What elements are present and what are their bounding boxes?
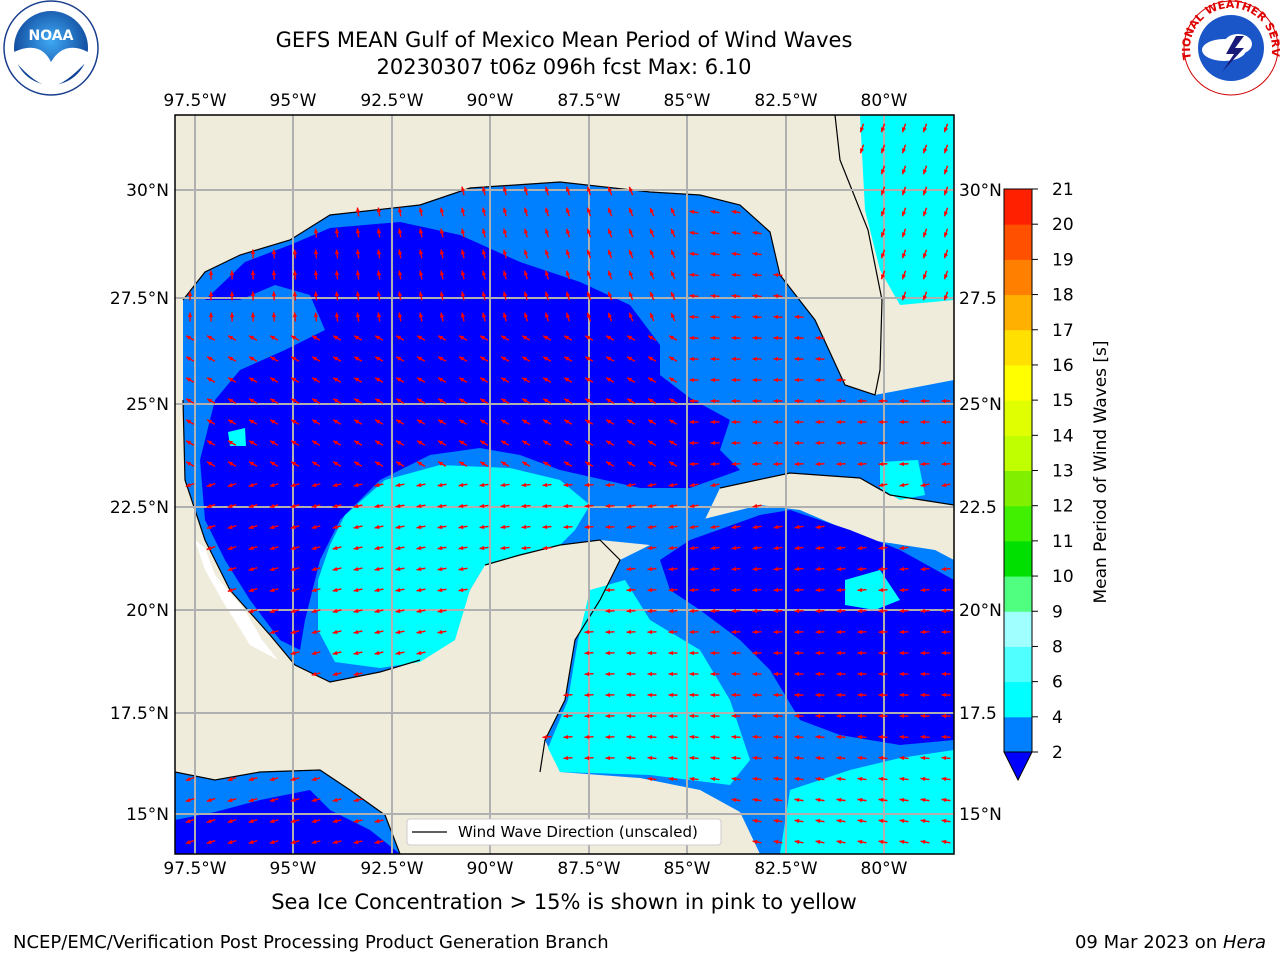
lat-tick-right: 22.5: [959, 498, 997, 518]
nws-logo-icon: NATIONAL WEATHER SERVICE: [0, 0, 1280, 96]
svg-text:NATIONAL WEATHER SERVICE: NATIONAL WEATHER SERVICE: [0, 0, 1280, 61]
colorbar-tick-label: 2: [1052, 743, 1063, 763]
colorbar-segment: [1004, 646, 1032, 683]
lat-tick-left: 17.5°N: [110, 704, 169, 724]
arrow-legend: Wind Wave Direction (unscaled): [406, 818, 722, 846]
lon-tick-bottom: 95°W: [270, 859, 317, 879]
colorbar-tick-label: 13: [1052, 462, 1074, 482]
gulf-water-deep: [200, 222, 740, 650]
coastline-yucatan: [484, 539, 621, 773]
colorbar-segment: [1004, 294, 1032, 331]
lon-tick-bottom: 85°W: [664, 859, 711, 879]
colorbar-title: Mean Period of Wind Waves [s]: [1091, 340, 1111, 603]
nws-logo-text: NATIONAL WEATHER SERVICE: [0, 0, 1280, 61]
colorbar-under-triangle: [1003, 751, 1033, 782]
colorbar-tick-label: 21: [1052, 180, 1074, 200]
footer-credit: NCEP/EMC/Verification Post Processing Pr…: [13, 932, 609, 953]
lat-tick-left: 25°N: [126, 395, 169, 415]
lat-tick-left: 22.5°N: [110, 498, 169, 518]
footer-date: 09 Mar 2023 on Hera: [1075, 932, 1266, 953]
lon-tick-bottom: 97.5°W: [163, 859, 226, 879]
noaa-logo-icon: NOAA: [3, 0, 99, 96]
colorbar-segment: [1004, 611, 1032, 647]
colorbar-segment: [1004, 470, 1032, 507]
coastline-mexico: [182, 399, 421, 683]
caribbean-cyan-west: [548, 580, 750, 785]
chart-title: GEFS MEAN Gulf of Mexico Mean Period of …: [275, 28, 853, 52]
lat-tick-right: 20°N: [959, 601, 1002, 621]
colorbar-segment: [1004, 189, 1032, 225]
lon-tick-bottom: 87.5°W: [557, 859, 620, 879]
lon-tick-top: 82.5°W: [754, 91, 817, 111]
colorbar-segment: [1004, 505, 1032, 542]
colorbar-tick-label: 18: [1052, 286, 1074, 306]
map-area: Wind Wave Direction (unscaled): [175, 115, 954, 854]
lat-tick-right: 30°N: [959, 181, 1002, 201]
lat-tick-left: 30°N: [126, 181, 169, 201]
colorbar-tick-label: 11: [1052, 532, 1074, 552]
colorbar-tick-label: 9: [1052, 602, 1063, 622]
colorbar-tick-label: 4: [1052, 708, 1063, 728]
lon-tick-top: 85°W: [664, 91, 711, 111]
chart-subtitle: 20230307 t06z 096h fcst Max: 6.10: [376, 55, 752, 79]
colorbar-tick-label: 17: [1052, 321, 1074, 341]
colorbar-segment: [1004, 329, 1032, 366]
map-frame: [174, 114, 955, 855]
colorbar-segment: [1004, 435, 1032, 471]
lon-tick-bottom: 92.5°W: [360, 859, 423, 879]
straits-cyan: [880, 460, 925, 500]
footer-host: Hera: [1222, 932, 1266, 953]
colorbar-tick-label: 19: [1052, 250, 1074, 270]
coastline-cuba: [719, 472, 954, 506]
colorbar-tick-label: 16: [1052, 356, 1074, 376]
colorbar-tick-label: 15: [1052, 391, 1074, 411]
colorbar-segment: [1004, 400, 1032, 436]
colorbar-tick-label: 8: [1052, 637, 1063, 657]
coastal-white-strip: [195, 540, 278, 660]
lat-tick-right: 15°N: [959, 805, 1002, 825]
colorbar-tick-label: 6: [1052, 673, 1063, 693]
pacific-water-deep: [175, 790, 400, 854]
colorbar-segment: [1004, 716, 1032, 753]
axis-ticks: 97.5°W 97.5°W 95°W 95°W 92.5°W 92.5°W 90°W 90°W…: [110, 91, 1002, 879]
lat-tick-left: 27.5°N: [110, 289, 169, 309]
colorbar-segment: [1004, 364, 1032, 401]
footer-date-text: 09 Mar 2023 on: [1074, 932, 1223, 953]
legend-label: Wind Wave Direction (unscaled): [458, 823, 698, 841]
graticule: [175, 115, 954, 854]
coastline: [182, 115, 883, 396]
lat-tick-left: 20°N: [126, 601, 169, 621]
colorbar-segment: [1004, 540, 1032, 577]
noaa-logo-text: NOAA: [29, 28, 74, 44]
lon-tick-bottom: 82.5°W: [754, 859, 817, 879]
colorbar-segment: [1004, 576, 1032, 612]
lat-tick-right: 27.5: [959, 289, 997, 309]
colorbar: 2 4 6 8 9 10 11 12 13 14 15 16 17 18 19 20 21: [1003, 180, 1074, 782]
lon-tick-top: 97.5°W: [163, 91, 226, 111]
lon-tick-top: 80°W: [861, 91, 908, 111]
colorbar-tick-label: 14: [1052, 426, 1074, 446]
colorbar-tick-label: 20: [1052, 215, 1074, 235]
caribbean-cyan-north: [845, 570, 900, 610]
lon-tick-bottom: 90°W: [467, 859, 514, 879]
colorbar-segment: [1004, 259, 1032, 296]
caribbean-cyan-east: [780, 750, 954, 854]
lon-tick-top: 90°W: [467, 91, 514, 111]
lon-tick-top: 92.5°W: [360, 91, 423, 111]
wind-direction-arrows: [185, 123, 951, 845]
colorbar-tick-label: 10: [1052, 567, 1074, 587]
lat-tick-right: 17.5: [959, 704, 997, 724]
lon-tick-bottom: 80°W: [861, 859, 908, 879]
gulf-water-cyan: [318, 465, 590, 668]
lat-tick-left: 15°N: [126, 805, 169, 825]
lon-tick-top: 87.5°W: [557, 91, 620, 111]
caption-sea-ice: Sea Ice Concentration > 15% is shown in …: [271, 890, 857, 914]
lon-tick-top: 95°W: [270, 91, 317, 111]
colorbar-tick-label: 12: [1052, 497, 1074, 517]
lat-tick-right: 25°N: [959, 395, 1002, 415]
colorbar-segment: [1004, 681, 1032, 718]
colorbar-segment: [1004, 224, 1032, 260]
